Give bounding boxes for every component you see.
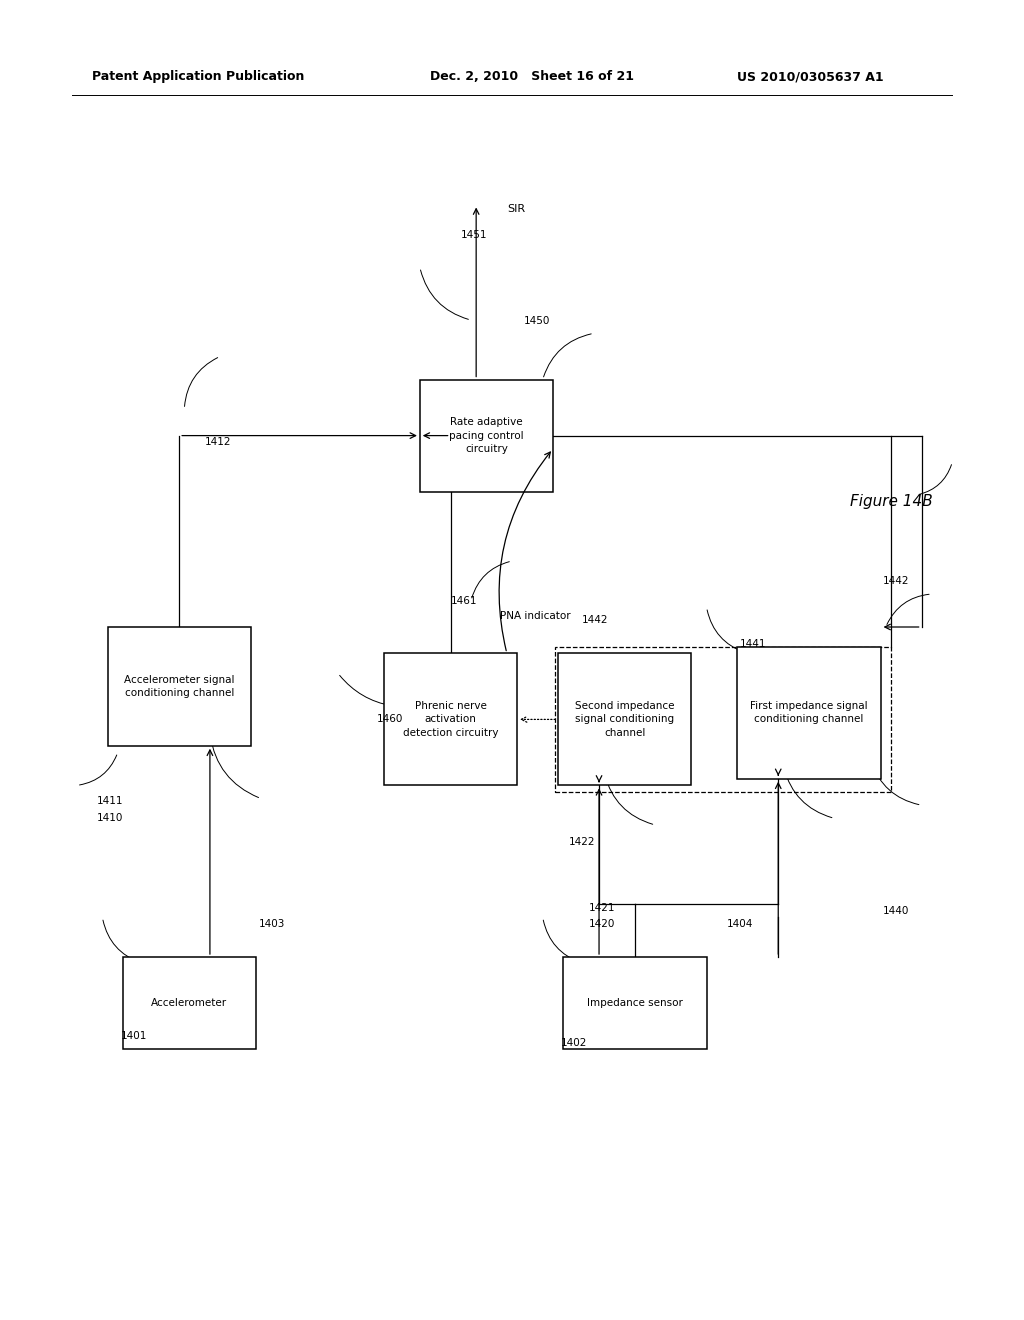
Text: Patent Application Publication: Patent Application Publication <box>92 70 304 83</box>
Text: Impedance sensor: Impedance sensor <box>587 998 683 1008</box>
Text: 1411: 1411 <box>97 796 124 807</box>
Text: 1422: 1422 <box>568 837 595 847</box>
Text: 1401: 1401 <box>121 1031 147 1041</box>
Text: 1420: 1420 <box>589 919 615 929</box>
Text: Figure 14B: Figure 14B <box>850 494 932 510</box>
Text: 1410: 1410 <box>97 813 124 824</box>
Bar <box>563 957 707 1049</box>
Text: US 2010/0305637 A1: US 2010/0305637 A1 <box>737 70 884 83</box>
Bar <box>737 647 881 779</box>
Text: Dec. 2, 2010   Sheet 16 of 21: Dec. 2, 2010 Sheet 16 of 21 <box>430 70 634 83</box>
Text: 1451: 1451 <box>461 230 487 240</box>
Text: First impedance signal
conditioning channel: First impedance signal conditioning chan… <box>751 701 867 725</box>
Bar <box>558 653 691 785</box>
Text: PNA indicator: PNA indicator <box>500 611 570 622</box>
Bar <box>108 627 251 746</box>
Text: 1402: 1402 <box>561 1038 588 1048</box>
Bar <box>123 957 256 1049</box>
Text: 1460: 1460 <box>377 714 403 725</box>
Text: 1412: 1412 <box>205 437 231 447</box>
Text: Phrenic nerve
activation
detection circuitry: Phrenic nerve activation detection circu… <box>402 701 499 738</box>
Text: Rate adaptive
pacing control
circuitry: Rate adaptive pacing control circuitry <box>450 417 523 454</box>
Text: SIR: SIR <box>507 203 525 214</box>
Text: Accelerometer signal
conditioning channel: Accelerometer signal conditioning channe… <box>124 675 234 698</box>
Text: 1461: 1461 <box>451 595 477 606</box>
Text: 1404: 1404 <box>727 919 754 929</box>
Text: 1441: 1441 <box>739 639 766 649</box>
Text: 1421: 1421 <box>589 903 615 913</box>
Text: 1442: 1442 <box>883 576 909 586</box>
Text: 1403: 1403 <box>259 919 286 929</box>
Text: Second impedance
signal conditioning
channel: Second impedance signal conditioning cha… <box>574 701 675 738</box>
Text: 1440: 1440 <box>883 906 909 916</box>
Bar <box>420 380 553 492</box>
Bar <box>555 647 891 792</box>
Text: 1450: 1450 <box>524 315 551 326</box>
Text: Accelerometer: Accelerometer <box>152 998 227 1008</box>
Bar <box>384 653 517 785</box>
Text: 1442: 1442 <box>582 615 608 626</box>
